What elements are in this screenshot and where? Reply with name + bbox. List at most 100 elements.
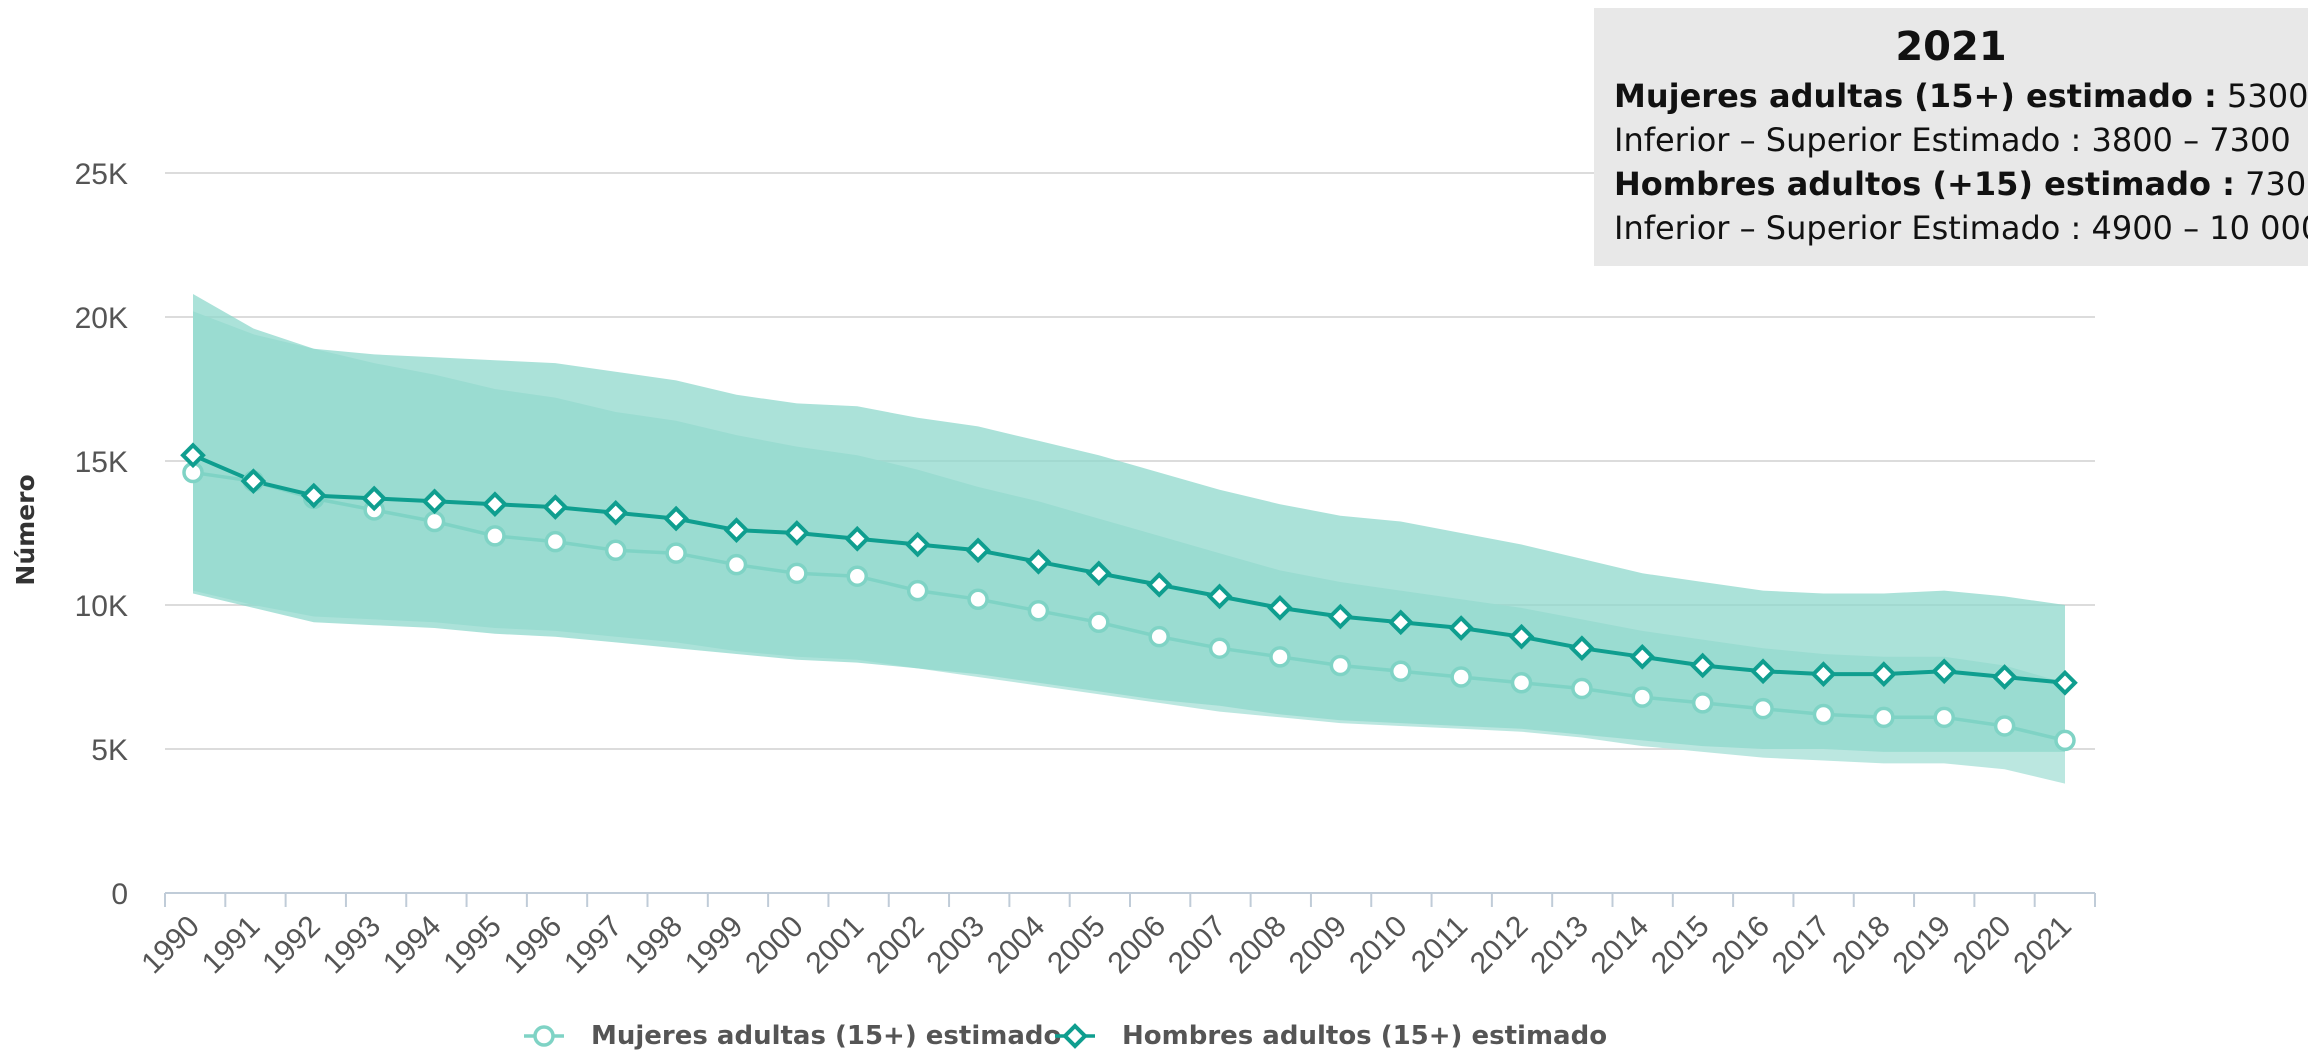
x-axis — [164, 892, 2096, 907]
hombres-adultos-15-estimado-point[interactable] — [1871, 661, 1897, 687]
hombres-adultos-15-estimado-point[interactable] — [723, 517, 750, 543]
tooltip-men-range-line: Inferior – Superior Estimado : 4900 – 10… — [1614, 206, 2308, 250]
hombres-adultos-15-estimado-point[interactable] — [1991, 664, 2018, 690]
x-tick-label: 1997 — [558, 910, 629, 981]
hombres-adultos-15-estimado-point[interactable] — [784, 520, 810, 546]
tooltip-women-range-line: Inferior – Superior Estimado : 3800 – 73… — [1614, 118, 2291, 162]
hombres-adultos-15-estimado-point[interactable] — [1569, 635, 1595, 662]
tooltip-women-range: 3800 – 7300 — [2091, 121, 2291, 159]
mujeres-adultas-15-estimado-point[interactable] — [1691, 692, 1714, 714]
legend-item-mujeres-adultas-15-estimado[interactable]: Mujeres adultas (15+) estimado — [524, 1021, 1061, 1051]
hombres-adultos-15-estimado-point[interactable] — [300, 482, 327, 509]
hombres-adultos-15-estimado-point[interactable] — [1629, 644, 1656, 670]
x-tick-label: 1998 — [619, 910, 690, 981]
hombres-adultos-15-estimado-point[interactable] — [240, 468, 267, 494]
mujeres-adultas-15-estimado-point[interactable] — [1027, 600, 1050, 622]
hombres-adultos-15-estimado-point[interactable] — [421, 488, 448, 515]
mujeres-adultas-15-estimado-point[interactable] — [846, 565, 869, 587]
hombres-adultos-15-estimado-point[interactable] — [602, 500, 629, 526]
tooltip-men-value: 7300 — [2245, 165, 2308, 203]
x-tick-label: 2006 — [1102, 910, 1173, 981]
legend-label: Hombres adultos (15+) estimado — [1122, 1021, 1607, 1051]
y-tick-label: 0 — [111, 878, 128, 911]
mujeres-adultas-15-estimado-point[interactable] — [1450, 666, 1472, 688]
mujeres-adultas-15-estimado-point[interactable] — [1812, 703, 1835, 726]
mujeres-adultas-15-estimado-point[interactable] — [2054, 729, 2076, 752]
y-tick-label: 15K — [75, 446, 128, 479]
mujeres-adultas-15-estimado-point[interactable] — [725, 553, 748, 576]
hombres-adultos-15-estimado-point[interactable] — [1689, 652, 1716, 679]
x-tick-label: 2016 — [1705, 910, 1776, 981]
mujeres-adultas-15-estimado-point[interactable] — [1148, 625, 1170, 648]
tooltip-women-label: Mujeres adultas (15+) estimado : — [1614, 77, 2217, 115]
legend[interactable]: Mujeres adultas (15+) estimado Hombres ad… — [524, 1021, 1607, 1051]
x-tick-label: 1996 — [498, 910, 569, 981]
hombres-adultos-15-estimado-point[interactable] — [1448, 615, 1474, 641]
mujeres-adultas-15-estimado-point[interactable] — [786, 562, 808, 585]
hombres-adultos-15-estimado-point[interactable] — [1387, 609, 1414, 636]
y-axis-title: Número — [11, 474, 40, 585]
mujeres-adultas-15-estimado-point[interactable] — [423, 510, 446, 533]
hombres-adultos-15-estimado-point[interactable] — [1810, 661, 1837, 687]
hombres-adultos-15-estimado-point[interactable] — [361, 485, 387, 512]
mujeres-adultas-15-estimado-point[interactable] — [1510, 672, 1533, 694]
legend-item-hombres-adultos-15-estimado[interactable]: Hombres adultos (15+) estimado — [1055, 1021, 1607, 1051]
mujeres-adultas-15-estimado-point[interactable] — [1571, 677, 1593, 700]
hombres-adultos-15-estimado-point[interactable] — [1508, 623, 1535, 650]
x-tick-label: 1992 — [256, 910, 327, 981]
series-markers[interactable] — [180, 442, 2078, 752]
hombres-adultos-15-estimado-point[interactable] — [482, 491, 508, 518]
tooltip-men-label: Hombres adultos (+15) estimado : — [1614, 165, 2235, 203]
x-tick-label: 2001 — [800, 910, 871, 981]
tooltip-women-line: Mujeres adultas (15+) estimado : 5300 — [1614, 74, 2308, 118]
x-tick-label: 2011 — [1405, 910, 1474, 979]
x-tick-label: 2018 — [1826, 910, 1897, 981]
mujeres-adultas-15-estimado-point[interactable] — [604, 539, 627, 562]
hombres-adultos-15-estimado-point[interactable] — [844, 525, 871, 552]
hombres-adultos-15-estimado-point[interactable] — [1206, 583, 1233, 610]
mujeres-adultas-15-estimado-point[interactable] — [967, 588, 989, 610]
mujeres-adultas-15-estimado-point[interactable] — [1389, 660, 1412, 682]
mujeres-adultas-15-estimado-point[interactable] — [1269, 646, 1291, 668]
mujeres-adultas-15-estimado-point[interactable] — [1933, 706, 1955, 729]
mujeres-adultas-15-estimado-point[interactable] — [1088, 611, 1110, 634]
y-tick-label: 10K — [75, 590, 128, 623]
hombres-adultos-15-estimado-point[interactable] — [1146, 572, 1173, 598]
x-tick-label: 2021 — [2007, 910, 2078, 981]
hombres-adultos-15-estimado-point[interactable] — [2052, 669, 2078, 696]
mujeres-adultas-15-estimado-point[interactable] — [906, 579, 929, 602]
x-tick-label: 2017 — [1766, 910, 1837, 981]
hombres-adultos-15-estimado-point[interactable] — [965, 537, 991, 564]
hombres-adultos-15-estimado-point[interactable] — [1327, 603, 1354, 630]
mujeres-adultas-15-estimado-point[interactable] — [1631, 686, 1654, 708]
x-tick-label: 2014 — [1585, 910, 1656, 981]
hombres-adultos-15-estimado-point[interactable] — [1025, 548, 1052, 575]
mujeres-adultas-15-estimado-point[interactable] — [1873, 706, 1895, 729]
hombres-adultos-15-estimado-point[interactable] — [1267, 595, 1293, 621]
mujeres-adultas-15-estimado-point[interactable] — [665, 542, 687, 564]
x-axis-labels: 1990199119921993199419951996199719981999… — [135, 910, 2078, 981]
x-tick-label: 2007 — [1162, 910, 1233, 981]
legend-diamond-marker — [1062, 1023, 1088, 1049]
x-tick-label: 2012 — [1464, 910, 1535, 981]
mujeres-adultas-15-estimado-point[interactable] — [1752, 697, 1774, 720]
uncertainty-bands — [193, 294, 2065, 784]
tooltip-women-value: 5300 — [2226, 77, 2308, 115]
hombres-adultos-15-estimado-point[interactable] — [1085, 560, 1112, 587]
hombres-adultos-15-estimado-point[interactable] — [663, 505, 689, 532]
x-tick-label: 1990 — [135, 910, 206, 981]
x-tick-label: 1991 — [196, 910, 267, 981]
mujeres-adultas-15-estimado-point[interactable] — [1208, 637, 1231, 659]
hombres-adultos-15-estimado-point[interactable] — [1931, 658, 1958, 685]
hombres-adultos-15-estimado-point[interactable] — [904, 531, 931, 558]
mujeres-adultas-15-estimado-point[interactable] — [1329, 654, 1352, 677]
mujeres-adultas-15-estimado-point[interactable] — [544, 530, 567, 553]
mujeres-adultas-15-estimado-point[interactable] — [484, 525, 506, 547]
hombres-adultos-15-estimado-point[interactable] — [542, 494, 569, 520]
x-tick-label: 2013 — [1524, 910, 1595, 981]
hombres-adultos-15-estimado-point[interactable] — [180, 442, 206, 469]
hombres-adultos-15-estimado-point[interactable] — [1750, 658, 1776, 685]
mujeres-adultas-15-estimado-point[interactable] — [1993, 715, 2016, 737]
hombres-adultos-15-estimado-band — [193, 294, 2065, 752]
